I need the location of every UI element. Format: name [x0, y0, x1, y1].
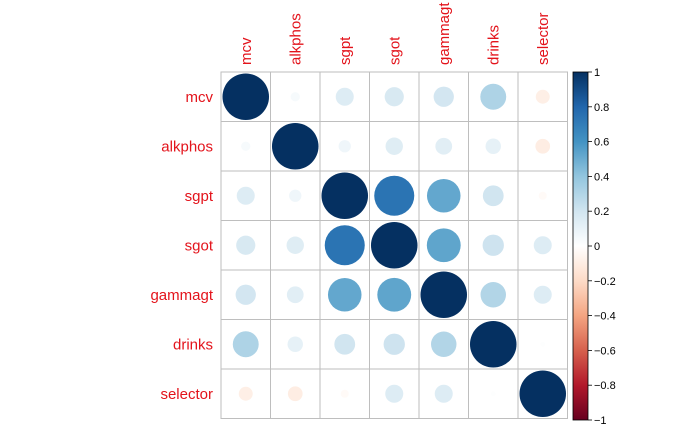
correlation-circle-gammagt-sgpt [327, 277, 362, 312]
colorbar-tick-label: 0.4 [594, 171, 609, 183]
correlation-circle-mcv-drinks [480, 83, 507, 110]
correlation-circle-sgpt-gammagt [426, 178, 461, 213]
col-label-selector: selector [535, 12, 552, 65]
correlation-circle-mcv-sgpt [335, 87, 354, 106]
correlation-circle-sgpt-alkphos [289, 189, 302, 202]
correlation-circle-alkphos-mcv [241, 141, 251, 151]
row-label-mcv: mcv [186, 89, 214, 106]
correlation-circle-drinks-alkphos [287, 336, 303, 352]
correlation-circle-sgot-mcv [236, 235, 256, 255]
correlation-circle-sgot-gammagt [426, 228, 461, 263]
col-label-sgpt: sgpt [337, 36, 354, 65]
col-label-sgot: sgot [386, 36, 403, 65]
col-label-alkphos: alkphos [287, 13, 304, 65]
correlation-circle-alkphos-alkphos [271, 122, 319, 170]
row-label-sgot: sgot [185, 237, 214, 254]
colorbar: 1 0.8 0.6 0.4 0.2 0 −0.2 −0.4 −0.6 −0.8 −1 [572, 67, 616, 427]
correlation-circle-drinks-gammagt [431, 331, 457, 357]
correlation-circle-sgpt-selector [538, 191, 547, 200]
correlation-circle-selector-alkphos [287, 386, 303, 402]
correlation-circle-alkphos-sgpt [338, 140, 351, 153]
row-label-gammagt: gammagt [150, 287, 213, 304]
correlation-circle-alkphos-gammagt [435, 137, 453, 155]
grid-cell [517, 368, 568, 419]
colorbar-tick-label: 1 [594, 67, 600, 79]
col-label-drinks: drinks [485, 25, 502, 65]
correlation-circle-selector-selector [519, 370, 567, 418]
correlation-circles [222, 73, 567, 418]
correlation-circle-mcv-alkphos [290, 92, 300, 102]
colorbar-tick-label: −0.8 [594, 380, 616, 392]
correlation-circle-alkphos-sgot [385, 137, 403, 155]
correlation-circle-sgot-alkphos [286, 236, 304, 254]
correlation-circle-selector-gammagt [434, 384, 453, 403]
colorbar-tick-label: 0.6 [594, 137, 609, 149]
correlation-circle-gammagt-sgot [377, 277, 412, 312]
colorbar-tick-label: 0.8 [594, 102, 609, 114]
col-label-gammagt: gammagt [436, 2, 453, 65]
correlation-circle-gammagt-selector [533, 285, 552, 304]
correlation-circle-gammagt-drinks [480, 282, 506, 308]
correlation-circle-drinks-mcv [232, 331, 259, 358]
correlation-circle-selector-mcv [238, 386, 253, 401]
correlation-circle-gammagt-alkphos [286, 286, 304, 304]
row-label-sgpt: sgpt [185, 188, 214, 205]
correlation-circle-mcv-sgot [384, 87, 404, 107]
correlation-circle-drinks-drinks [469, 320, 517, 368]
correlation-circle-sgpt-mcv [236, 186, 255, 205]
correlation-circle-selector-drinks [490, 391, 496, 397]
correlation-circle-sgpt-sgpt [321, 172, 369, 220]
row-label-selector: selector [160, 386, 213, 403]
row-label-drinks: drinks [173, 336, 213, 353]
correlation-circle-sgot-selector [533, 236, 552, 255]
colorbar-gradient [572, 71, 589, 421]
correlation-circle-gammagt-mcv [235, 284, 256, 305]
correlation-circle-sgot-sgot [370, 221, 418, 269]
colorbar-tick-label: −0.4 [594, 311, 616, 323]
variable-labels: mcv alkphos sgpt sgot gammagt drinks selector m… [150, 2, 551, 403]
row-label-alkphos: alkphos [161, 138, 213, 155]
correlation-circle-sgpt-sgot [374, 175, 415, 216]
correlation-circle-sgpt-drinks [482, 185, 504, 207]
correlation-circle-drinks-sgot [383, 333, 405, 355]
correlation-circle-alkphos-selector [535, 138, 551, 154]
colorbar-tick-label: 0.2 [594, 206, 609, 218]
correlation-circle-mcv-gammagt [433, 86, 454, 107]
colorbar-tick-label: 0 [594, 241, 600, 253]
correlation-circle-selector-sgot [385, 384, 404, 403]
correlation-circle-drinks-sgpt [334, 333, 356, 355]
colorbar-tick-label: −1 [594, 415, 607, 427]
colorbar-tick-label: −0.2 [594, 276, 616, 288]
correlation-circle-sgot-drinks [482, 234, 504, 256]
colorbar-tick-label: −0.6 [594, 345, 616, 357]
correlation-circle-gammagt-gammagt [420, 271, 468, 319]
col-label-mcv: mcv [238, 37, 255, 65]
correlation-circle-alkphos-drinks [485, 138, 501, 154]
correlation-circle-mcv-mcv [222, 73, 270, 121]
correlation-circle-drinks-selector [540, 341, 546, 347]
correlation-circle-sgot-sgpt [324, 225, 365, 266]
matrix-grid [220, 71, 568, 419]
correlation-circle-mcv-selector [535, 89, 550, 104]
correlation-circle-selector-sgpt [340, 389, 349, 398]
